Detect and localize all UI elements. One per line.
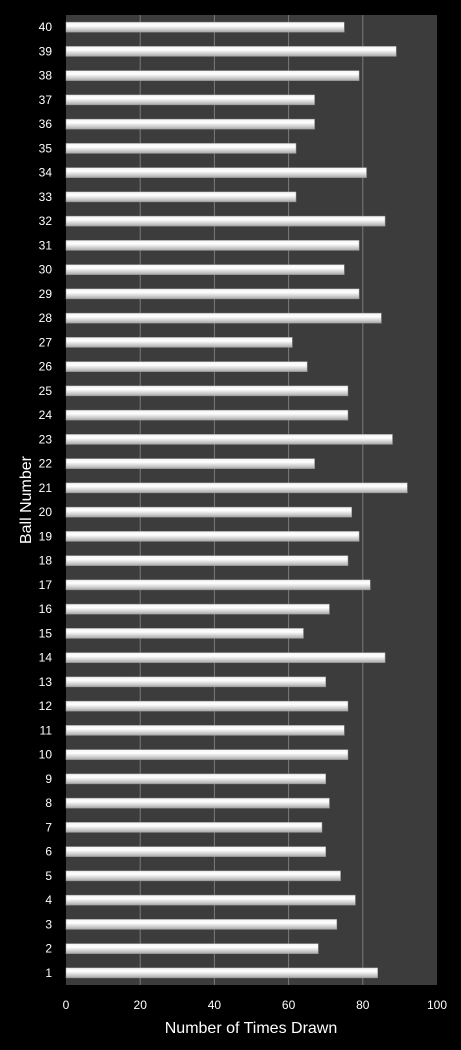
bar-ball-20 (65, 506, 352, 518)
y-tick-label: 9 (45, 772, 52, 786)
y-tick-label: 32 (39, 214, 53, 228)
bar-ball-39 (65, 46, 397, 57)
bar-ball-16 (65, 603, 330, 615)
bar-ball-8 (65, 797, 330, 809)
bar-ball-33 (65, 191, 297, 203)
bar-ball-15 (65, 628, 304, 639)
y-tick-label: 39 (39, 44, 53, 58)
y-tick-label: 5 (45, 869, 52, 883)
bar-ball-3 (65, 919, 338, 930)
x-tick-label: 20 (134, 998, 148, 1012)
bars (65, 21, 408, 979)
y-tick-label: 40 (39, 20, 53, 34)
y-tick-label: 15 (39, 626, 53, 640)
y-tick-label: 14 (39, 651, 53, 665)
bar-ball-36 (65, 118, 315, 130)
y-tick-label: 34 (39, 166, 53, 180)
y-tick-label: 29 (39, 287, 53, 301)
bar-ball-25 (65, 385, 349, 397)
bar-ball-4 (65, 894, 356, 906)
y-tick-label: 31 (39, 238, 53, 252)
y-tick-label: 11 (40, 723, 53, 737)
bar-ball-2 (65, 943, 319, 954)
bar-ball-27 (65, 337, 293, 348)
bar-ball-10 (65, 749, 349, 760)
bar-ball-29 (65, 288, 360, 300)
x-tick-label: 0 (63, 998, 70, 1012)
y-tick-label: 16 (39, 602, 53, 616)
x-tick-label: 60 (282, 998, 296, 1012)
y-tick-label: 3 (45, 917, 52, 931)
bar-ball-35 (65, 143, 297, 154)
bar-ball-11 (65, 725, 345, 736)
bar-ball-28 (65, 312, 382, 324)
y-tick-label: 4 (45, 893, 52, 907)
y-tick-label: 36 (39, 117, 53, 131)
x-axis-title: Number of Times Drawn (165, 1020, 338, 1037)
y-tick-label: 2 (45, 942, 52, 956)
y-tick-label: 18 (39, 554, 53, 568)
bar-ball-22 (65, 458, 315, 469)
bar-ball-34 (65, 167, 367, 178)
y-tick-label: 22 (39, 457, 53, 471)
x-tick-label: 40 (208, 998, 222, 1012)
y-tick-label: 12 (39, 699, 53, 713)
bar-ball-1 (65, 967, 378, 979)
y-tick-label: 27 (39, 335, 53, 349)
bar-ball-17 (65, 579, 371, 591)
bar-ball-21 (65, 482, 408, 494)
x-tick-label: 100 (427, 998, 447, 1012)
bar-ball-32 (65, 215, 386, 227)
bar-ball-14 (65, 652, 386, 663)
bar-ball-6 (65, 846, 326, 857)
y-tick-label: 8 (45, 796, 52, 810)
bar-ball-37 (65, 94, 315, 106)
y-tick-label: 10 (39, 748, 53, 762)
y-tick-label: 30 (39, 263, 53, 277)
y-tick-label: 7 (45, 820, 52, 834)
bar-ball-38 (65, 70, 360, 81)
y-tick-label: 25 (39, 384, 53, 398)
y-tick-label: 6 (45, 845, 52, 859)
bar-ball-18 (65, 555, 349, 566)
plot-area (66, 15, 437, 985)
bar-ball-19 (65, 531, 360, 542)
y-tick-label: 28 (39, 311, 53, 325)
bar-ball-30 (65, 264, 345, 275)
y-tick-labels: 1234567891011121314151617181920212223242… (39, 20, 53, 980)
y-tick-label: 33 (39, 190, 53, 204)
y-tick-label: 21 (39, 481, 53, 495)
y-tick-label: 19 (39, 529, 53, 543)
bar-ball-12 (65, 700, 349, 712)
y-tick-label: 38 (39, 69, 53, 83)
y-tick-label: 35 (39, 141, 53, 155)
y-tick-label: 17 (39, 578, 53, 592)
bar-ball-13 (65, 676, 326, 688)
y-tick-label: 26 (39, 360, 53, 374)
y-tick-label: 37 (39, 93, 53, 107)
y-tick-label: 13 (39, 675, 53, 689)
bar-ball-7 (65, 822, 323, 833)
y-tick-label: 24 (39, 408, 53, 422)
bar-ball-40 (65, 21, 345, 33)
y-tick-label: 20 (39, 505, 53, 519)
y-tick-label: 23 (39, 432, 53, 446)
y-tick-label: 1 (45, 966, 52, 980)
x-tick-label: 80 (356, 998, 370, 1012)
x-tick-labels: 0 20 40 60 80 100 (63, 998, 448, 1012)
bar-ball-23 (65, 434, 393, 445)
bar-ball-5 (65, 870, 341, 882)
y-axis-title: Ball Number (18, 455, 35, 544)
bar-ball-9 (65, 773, 326, 785)
bar-ball-31 (65, 240, 360, 251)
bar-ball-24 (65, 409, 349, 421)
bar-ball-26 (65, 361, 308, 372)
